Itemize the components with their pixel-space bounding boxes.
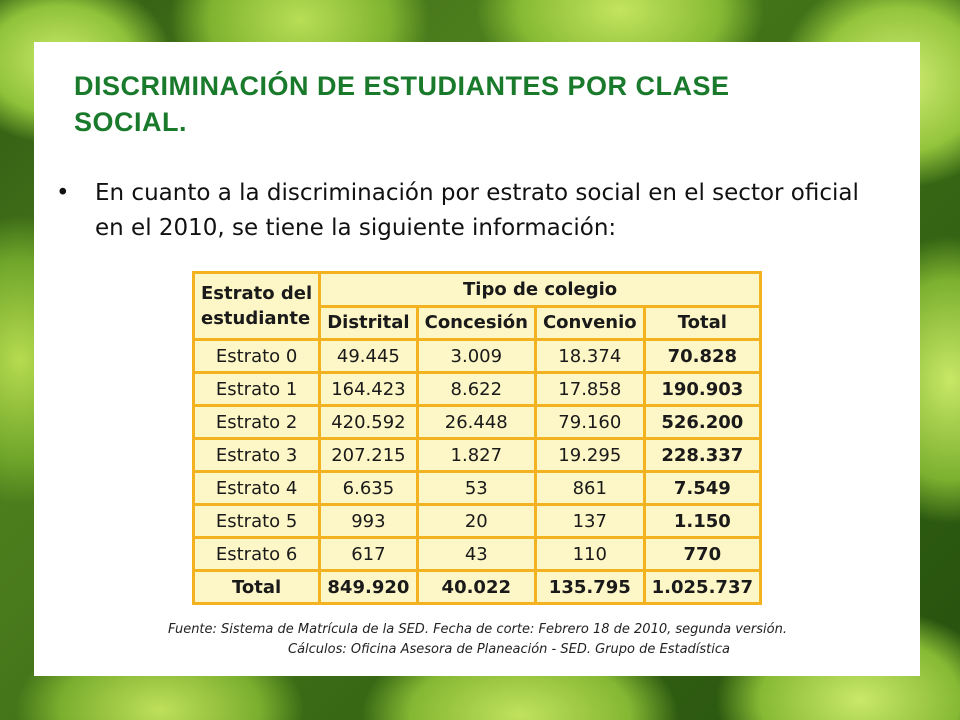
table-cell: 49.445	[318, 338, 419, 374]
table-row: Estrato 5 993 20 137 1.150	[191, 503, 763, 539]
column-header: Convenio	[533, 304, 646, 341]
table-total-row: Total 849.920 40.022 135.795 1.025.737	[191, 569, 763, 605]
row-total-cell: 70.828	[642, 338, 763, 374]
table-cell: 79.160	[533, 404, 646, 440]
total-cell: 135.795	[533, 569, 646, 605]
table-cell: 26.448	[415, 404, 537, 440]
table-row: Estrato 6 617 43 110 770	[191, 536, 763, 572]
table-cell: 1.827	[415, 437, 537, 473]
table-cell: 18.374	[533, 338, 646, 374]
table-cell: 20	[415, 503, 537, 539]
table-row: Estrato 0 49.445 3.009 18.374 70.828	[191, 338, 763, 374]
column-header: Total	[642, 304, 763, 341]
row-total-cell: 1.150	[642, 503, 763, 539]
group-header: Tipo de colegio	[318, 271, 762, 308]
total-cell: 849.920	[318, 569, 419, 605]
row-label: Estrato 5	[191, 503, 322, 539]
table-cell: 19.295	[533, 437, 646, 473]
table-cell: 17.858	[533, 371, 646, 407]
footnote-source-line: Fuente: Sistema de Matrícula de la SED. …	[168, 622, 787, 637]
slide-title: DISCRIMINACIÓN DE ESTUDIANTES POR CLASE …	[74, 71, 730, 137]
data-table-container: Estrato del estudiante Tipo de colegio D…	[191, 271, 763, 605]
column-header: Concesión	[415, 304, 537, 341]
table-header-row: Estrato del estudiante Tipo de colegio	[191, 271, 762, 341]
total-label: Total	[191, 569, 322, 605]
table-cell: 164.423	[318, 371, 419, 407]
row-total-cell: 190.903	[642, 371, 763, 407]
row-label: Estrato 2	[191, 404, 322, 440]
row-label: Estrato 4	[191, 470, 322, 506]
table-row: Estrato 4 6.635 53 861 7.549	[191, 470, 763, 506]
table-cell: 207.215	[318, 437, 419, 473]
row-label: Estrato 0	[191, 338, 322, 374]
bullet-text: En cuanto a la discriminación por estrat…	[95, 180, 859, 241]
row-label: Estrato 6	[191, 536, 322, 572]
data-table: Estrato del estudiante Tipo de colegio D…	[191, 271, 763, 605]
table-cell: 6.635	[318, 470, 419, 506]
row-label: Estrato 1	[191, 371, 322, 407]
total-cell: 40.022	[415, 569, 537, 605]
source-footnote: Fuente: Sistema de Matrícula de la SED. …	[168, 620, 808, 660]
table-cell: 110	[533, 536, 646, 572]
row-total-cell: 228.337	[642, 437, 763, 473]
row-total-cell: 7.549	[642, 470, 763, 506]
footnote-calc-line: Cálculos: Oficina Asesora de Planeación …	[288, 642, 730, 657]
table-cell: 617	[318, 536, 419, 572]
table-cell: 43	[415, 536, 537, 572]
row-label: Estrato 3	[191, 437, 322, 473]
table-row: Estrato 3 207.215 1.827 19.295 228.337	[191, 437, 763, 473]
table-row: Estrato 2 420.592 26.448 79.160 526.200	[191, 404, 763, 440]
column-header: Distrital	[318, 304, 419, 341]
table-row: Estrato 1 164.423 8.622 17.858 190.903	[191, 371, 763, 407]
table-subheader-row: Distrital Concesión Convenio Total	[194, 304, 763, 341]
table-cell: 861	[533, 470, 646, 506]
slide-panel: DISCRIMINACIÓN DE ESTUDIANTES POR CLASE …	[34, 42, 920, 676]
row-total-cell: 526.200	[642, 404, 763, 440]
table-cell: 420.592	[318, 404, 419, 440]
grand-total-cell: 1.025.737	[642, 569, 763, 605]
table-cell: 137	[533, 503, 646, 539]
table-cell: 993	[318, 503, 419, 539]
table-cell: 3.009	[415, 338, 537, 374]
table-cell: 53	[415, 470, 537, 506]
table-cell: 8.622	[415, 371, 537, 407]
row-header-label: Estrato del estudiante	[191, 271, 322, 341]
bullet-icon: •	[56, 180, 70, 206]
row-total-cell: 770	[642, 536, 763, 572]
